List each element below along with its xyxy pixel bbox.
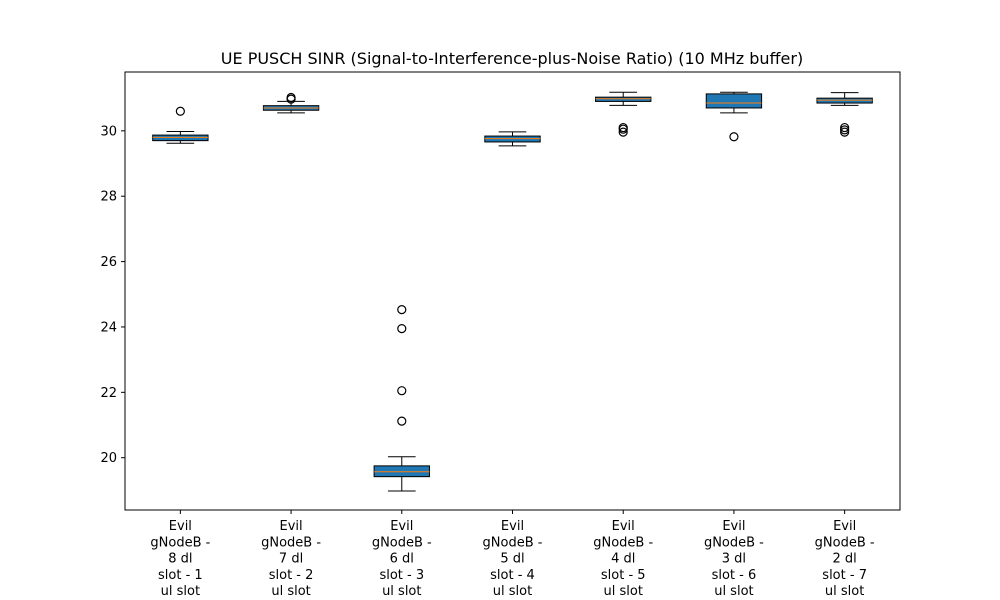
outlier-point: [397, 323, 407, 334]
x-tick-label: Evil gNodeB - 7 dl slot - 2 ul slot: [261, 519, 321, 599]
x-tick-label-line: gNodeB -: [593, 535, 653, 550]
chart-title: UE PUSCH SINR (Signal-to-Interference-pl…: [221, 49, 803, 68]
x-tick-label-line: ul slot: [493, 584, 532, 599]
x-tick-label-line: ul slot: [161, 584, 200, 599]
y-axis: 20 22 24 26 28 30: [100, 124, 125, 466]
x-tick-label-line: slot - 5: [601, 568, 646, 583]
outlier-point: [840, 125, 850, 135]
x-tick-label-line: 4 dl: [611, 552, 635, 567]
x-tick-label: Evil gNodeB - 6 dl slot - 3 ul slot: [372, 519, 432, 599]
x-tick-label-line: gNodeB -: [704, 535, 764, 550]
x-tick-label-line: Evil: [501, 519, 524, 534]
outlier-point: [840, 127, 850, 137]
x-tick-label-line: 5 dl: [500, 552, 524, 567]
x-tick-label-line: 3 dl: [722, 552, 746, 567]
outlier-point: [397, 305, 407, 315]
x-tick-label-line: Evil: [612, 519, 635, 534]
y-tick-label: 20: [100, 451, 117, 466]
boxes: [152, 91, 873, 492]
box-group: [262, 92, 320, 114]
x-tick-label-line: 2 dl: [833, 552, 857, 567]
x-tick-label-line: 8 dl: [168, 552, 192, 567]
x-tick-label-line: Evil: [169, 519, 192, 534]
box-group: [595, 91, 652, 137]
y-tick-label: 22: [100, 386, 117, 401]
x-tick-label-line: gNodeB -: [372, 535, 432, 550]
x-tick-label-line: ul slot: [604, 584, 643, 599]
outlier-point: [618, 127, 628, 137]
box-group: [152, 106, 209, 144]
outlier-point: [397, 386, 407, 396]
x-tick-label: Evil gNodeB - 5 dl slot - 4 ul slot: [483, 519, 543, 599]
x-tick-label-line: ul slot: [382, 584, 421, 599]
box-group: [484, 131, 541, 147]
x-tick-label-line: Evil: [280, 519, 303, 534]
x-tick-label-line: gNodeB -: [815, 535, 875, 550]
outlier-point: [397, 416, 407, 426]
x-tick-label-line: gNodeB -: [483, 535, 543, 550]
x-tick-label-line: slot - 6: [712, 568, 757, 583]
x-tick-label-line: gNodeB -: [261, 535, 321, 550]
outlier-point: [286, 92, 296, 103]
y-tick-label: 28: [100, 190, 117, 205]
outlier-point: [175, 106, 185, 116]
x-tick-label-line: gNodeB -: [150, 535, 210, 550]
x-tick-label-line: ul slot: [271, 584, 310, 599]
outlier-point: [840, 122, 850, 133]
y-tick-label: 24: [100, 320, 117, 335]
outlier-point: [729, 132, 739, 142]
x-tick-label: Evil gNodeB - 4 dl slot - 5 ul slot: [593, 519, 653, 599]
x-tick-label-line: slot - 7: [822, 568, 867, 583]
y-tick-label: 30: [100, 124, 117, 139]
x-tick-label: Evil gNodeB - 3 dl slot - 6 ul slot: [704, 519, 764, 599]
x-tick-label-line: ul slot: [714, 584, 753, 599]
y-tick-label: 26: [100, 255, 117, 270]
x-tick-label-line: Evil: [833, 519, 856, 534]
x-tick-label-line: Evil: [390, 519, 413, 534]
x-tick-label-line: slot - 2: [269, 568, 314, 583]
iqr-box: [705, 93, 763, 109]
x-tick-label-line: Evil: [722, 519, 745, 534]
x-tick-label: Evil gNodeB - 2 dl slot - 7 ul slot: [815, 519, 875, 599]
x-tick-label-line: 6 dl: [390, 552, 414, 567]
outlier-point: [618, 124, 628, 134]
box-group: [705, 91, 763, 142]
box-group: [373, 305, 430, 492]
x-tick-label-line: 7 dl: [279, 552, 303, 567]
x-tick-label-line: ul slot: [825, 584, 864, 599]
x-tick-label: Evil gNodeB - 8 dl slot - 1 ul slot: [150, 519, 210, 599]
x-tick-label-line: slot - 3: [379, 568, 424, 583]
box-group: [816, 92, 873, 137]
x-tick-label-line: slot - 1: [158, 568, 203, 583]
x-tick-label-line: slot - 4: [490, 568, 535, 583]
